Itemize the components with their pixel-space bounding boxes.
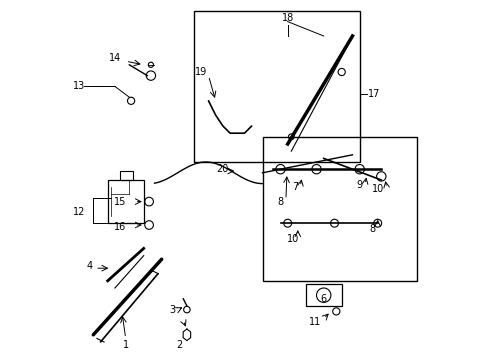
Text: 3: 3: [169, 305, 175, 315]
Text: 14: 14: [108, 53, 121, 63]
Text: 9: 9: [356, 180, 362, 190]
Text: 11: 11: [308, 317, 320, 327]
Text: 10: 10: [371, 184, 383, 194]
Text: 20: 20: [216, 164, 228, 174]
Text: 17: 17: [367, 89, 380, 99]
Text: 6: 6: [320, 294, 326, 304]
Text: 2: 2: [176, 340, 183, 350]
Bar: [305, 284, 341, 306]
Text: 12: 12: [73, 207, 85, 217]
Bar: [262, 137, 416, 281]
Text: 18: 18: [281, 13, 293, 23]
Text: 1: 1: [122, 340, 128, 350]
Text: 10: 10: [286, 234, 299, 244]
Bar: [120, 171, 133, 180]
Text: 4: 4: [86, 261, 93, 271]
Bar: [194, 11, 359, 162]
Text: 8: 8: [368, 224, 375, 234]
Bar: [107, 180, 143, 223]
Text: 16: 16: [114, 222, 126, 232]
Text: 15: 15: [114, 197, 126, 207]
Text: 13: 13: [73, 81, 85, 91]
Text: 7: 7: [291, 182, 297, 192]
Text: 8: 8: [277, 197, 283, 207]
Text: 19: 19: [195, 67, 207, 77]
